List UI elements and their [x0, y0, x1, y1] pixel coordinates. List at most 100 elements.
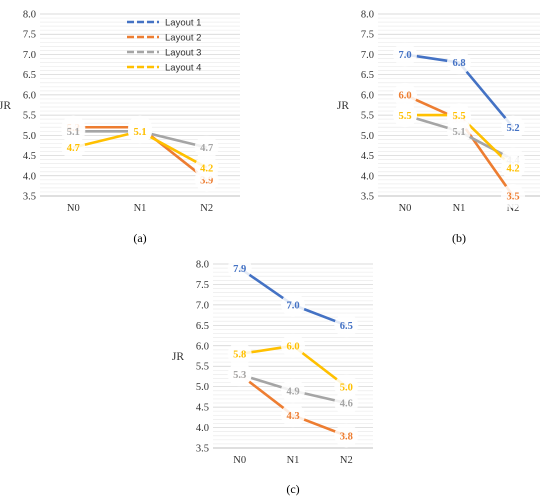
- data-label-layout-4: 4.2: [200, 163, 213, 174]
- y-tick-label: 5.0: [196, 382, 209, 393]
- data-label-halo: [281, 333, 305, 358]
- x-tick-label: N1: [287, 455, 300, 466]
- data-label-halo: [227, 362, 252, 387]
- x-tick-label: N2: [340, 455, 353, 466]
- data-label-halo: [281, 378, 305, 403]
- data-label-layout-1: 7.0: [398, 50, 411, 61]
- y-tick-label: 6.5: [23, 70, 36, 81]
- data-label-layout-1: 5.2: [506, 123, 519, 134]
- data-label-halo: [501, 184, 525, 208]
- x-tick-label: N0: [233, 455, 246, 466]
- data-label-halo: [227, 341, 252, 366]
- x-tick-label: N1: [453, 203, 466, 214]
- data-label-halo: [281, 292, 305, 317]
- data-label-halo: [194, 135, 219, 160]
- y-tick-label: 3.5: [361, 192, 374, 203]
- data-label-halo: [334, 374, 359, 399]
- legend-label-layout-4: Layout 4: [165, 63, 201, 74]
- panel-a: 3.5 4.0 4.5 5.0 5.5 6.0 6.5 7.0 7.5 8.0 N0 N1 N2 JR 5.…: [0, 10, 240, 245]
- data-label-halo: [281, 403, 305, 428]
- data-label-layout-1: 6.8: [452, 58, 465, 69]
- panel-caption: (b): [452, 231, 466, 245]
- data-label-halo: [501, 115, 525, 140]
- y-axis-title: JR: [337, 100, 349, 112]
- y-axis-title: JR: [172, 351, 184, 363]
- data-label-layout-3: 4.9: [286, 386, 299, 397]
- x-tick-label: N2: [507, 203, 520, 214]
- data-label-layout-4: 4.2: [506, 163, 519, 174]
- data-label-halo: [501, 155, 525, 180]
- y-tick-label: 7.0: [361, 50, 374, 61]
- x-tick-label: N2: [200, 203, 213, 214]
- data-label-layout-4: 5.8: [233, 350, 246, 361]
- data-label-layout-4: 5.0: [340, 382, 353, 393]
- y-tick-label: 5.0: [361, 131, 374, 142]
- panel-b: 3.5 4.0 4.5 5.0 5.5 6.0 6.5 7.0 7.5 8.0 N0 N1 N2 JR 7.…: [337, 10, 540, 245]
- legend-label-layout-3: Layout 3: [165, 48, 201, 59]
- data-label-halo: [393, 103, 417, 128]
- data-label-layout-3: 4.6: [340, 399, 353, 410]
- data-label-halo: [393, 82, 417, 107]
- y-tick-label: 4.0: [361, 171, 374, 182]
- data-label-layout-2: 3.8: [340, 431, 353, 442]
- legend: Layout 1 Layout 2 Layout 3 Layout 4: [127, 18, 201, 74]
- y-tick-label: 6.5: [361, 70, 374, 81]
- panel-caption: (a): [133, 231, 146, 245]
- data-label-halo: [447, 103, 471, 128]
- y-tick-label: 6.0: [196, 341, 209, 352]
- y-tick-label: 6.0: [361, 90, 374, 101]
- data-label-layout-4: 6.0: [286, 341, 299, 352]
- y-tick-label: 5.5: [23, 111, 36, 122]
- y-tick-label: 4.5: [196, 403, 209, 414]
- y-axis-title: JR: [0, 100, 11, 112]
- data-label-halo: [334, 313, 359, 338]
- data-label-halo: [227, 256, 252, 281]
- y-tick-label: 7.5: [361, 30, 374, 41]
- data-label-layout-4: 5.5: [398, 111, 411, 122]
- data-label-halo: [393, 42, 417, 67]
- data-label-halo: [194, 155, 219, 180]
- y-tick-label: 6.5: [196, 321, 209, 332]
- data-label-halo: [128, 119, 152, 144]
- x-tick-label: N0: [67, 203, 80, 214]
- y-tick-label: 7.5: [196, 280, 209, 291]
- data-label-layout-3: 5.3: [233, 370, 246, 381]
- data-label-halo: [447, 50, 471, 75]
- y-tick-label: 3.5: [196, 444, 209, 455]
- y-tick-label: 5.0: [23, 131, 36, 142]
- data-label-layout-1: 7.0: [286, 301, 299, 312]
- y-tick-label: 6.0: [23, 90, 36, 101]
- data-label-halo: [61, 135, 86, 160]
- data-label-layout-4: 5.1: [133, 127, 146, 138]
- x-tick-label: N1: [134, 203, 147, 214]
- y-tick-label: 7.5: [23, 30, 36, 41]
- data-label-layout-3: 4.7: [200, 143, 213, 154]
- data-label-layout-2: 3.9: [200, 176, 213, 187]
- legend-label-layout-1: Layout 1: [165, 18, 201, 29]
- y-tick-label: 8.0: [196, 260, 209, 271]
- panel-caption: (c): [286, 482, 299, 496]
- y-tick-label: 4.5: [23, 151, 36, 162]
- legend-label-layout-2: Layout 2: [165, 33, 201, 44]
- y-tick-label: 4.0: [196, 423, 209, 434]
- y-tick-label: 5.5: [196, 362, 209, 373]
- data-label-layout-2: 3.5: [506, 192, 519, 203]
- x-tick-label: N0: [399, 203, 412, 214]
- y-tick-label: 4.0: [23, 171, 36, 182]
- data-label-halo: [334, 423, 359, 448]
- y-tick-label: 7.0: [23, 50, 36, 61]
- data-label-layout-3: 5.1: [67, 127, 80, 138]
- panel-c: 3.5 4.0 4.5 5.0 5.5 6.0 6.5 7.0 7.5 8.0 N0 N1 N2 JR 7.…: [172, 256, 373, 496]
- data-label-layout-2: 4.3: [286, 411, 299, 422]
- y-tick-label: 8.0: [23, 10, 36, 21]
- data-label-layout-4: 4.7: [67, 143, 80, 154]
- data-label-layout-2: 6.0: [398, 91, 411, 102]
- y-tick-label: 8.0: [361, 10, 374, 21]
- data-label-layout-1: 6.5: [340, 321, 353, 332]
- data-label-layout-1: 7.9: [233, 264, 246, 275]
- y-tick-label: 4.5: [361, 151, 374, 162]
- y-tick-label: 3.5: [23, 192, 36, 203]
- y-tick-label: 5.5: [361, 111, 374, 122]
- data-label-layout-3: 5.1: [452, 127, 465, 138]
